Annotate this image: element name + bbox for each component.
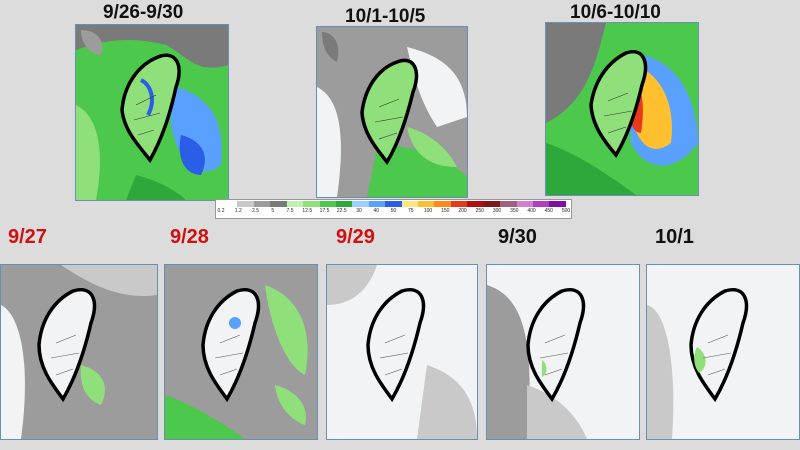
colorbar-tick-label: 100	[423, 208, 433, 214]
daily-map-panel-3	[326, 264, 478, 440]
colorbar-swatch	[303, 201, 320, 207]
colorbar-swatch	[270, 201, 287, 207]
colorbar-tick-label: 400	[527, 208, 536, 214]
colorbar-tick-label: 0.2	[217, 208, 225, 214]
daily-map-panel-4	[486, 264, 640, 440]
colorbar-swatch	[500, 201, 517, 207]
colorbar-swatch	[319, 201, 336, 207]
colorbar-tick-label: 2.5	[252, 208, 259, 214]
colorbar-tick-label: 5	[271, 208, 275, 214]
colorbar-tick-label: 17.5	[319, 208, 330, 214]
period-title-1: 9/26-9/30	[103, 2, 184, 23]
colorbar-tick-label: 75	[407, 208, 414, 214]
colorbar-tick-label: 150	[441, 208, 450, 214]
colorbar-swatch	[418, 201, 435, 207]
period-map-panel-1	[75, 24, 229, 201]
rainfall-colorbar: 0.2 1.2 2.5 5 7.5 12.5 17.5 22.5 30 40 50 75 100 150 2…	[215, 199, 572, 219]
colorbar-swatch	[352, 201, 369, 207]
period-title-3: 10/6-10/10	[570, 2, 661, 23]
colorbar-swatch	[434, 201, 451, 207]
colorbar-tick-label: 300	[492, 208, 502, 214]
colorbar-tick-label: 350	[510, 208, 519, 214]
colorbar-swatch	[450, 201, 468, 207]
daily-rainfall-map-2	[165, 265, 317, 439]
colorbar-swatch	[533, 201, 550, 207]
colorbar-swatch	[516, 201, 534, 207]
daily-rainfall-map-3	[327, 265, 477, 439]
period-map-panel-3	[545, 22, 699, 196]
colorbar-tick-label: 30	[356, 208, 362, 214]
period-map-panel-2	[316, 26, 468, 198]
colorbar-tick-label: 450	[544, 208, 553, 214]
daily-map-panel-5	[646, 264, 800, 440]
colorbar-swatch	[253, 201, 271, 207]
daily-map-panel-1	[0, 264, 158, 440]
daily-rainfall-map-4	[487, 265, 639, 439]
colorbar-swatch	[221, 201, 238, 207]
daily-rainfall-map-1	[1, 265, 157, 439]
colorbar-tick-label: 7.5	[286, 208, 294, 214]
colorbar-swatch	[483, 201, 501, 207]
colorbar-swatch	[401, 201, 419, 207]
colorbar-swatch	[286, 201, 304, 207]
colorbar-swatch	[368, 201, 386, 207]
period-title-2: 10/1-10/5	[345, 6, 426, 27]
colorbar-tick-label: 200	[458, 208, 467, 214]
colorbar-tick-label: 1.2	[234, 208, 242, 214]
daily-title-1: 9/27	[8, 226, 47, 248]
daily-title-4: 9/30	[498, 226, 537, 248]
daily-map-panel-2	[164, 264, 318, 440]
period-rainfall-map-3	[546, 23, 698, 195]
colorbar-tick-label: 250	[475, 208, 484, 214]
period-rainfall-map-1	[76, 25, 228, 200]
daily-rainfall-map-5	[647, 265, 799, 439]
colorbar-tick-label: 22.5	[336, 208, 347, 214]
colorbar-swatches	[221, 201, 566, 207]
period-rainfall-map-2	[317, 27, 467, 197]
colorbar-swatch	[335, 201, 353, 207]
colorbar-tick-label: 12.5	[302, 208, 313, 214]
colorbar-swatch	[385, 201, 402, 207]
colorbar-swatch	[237, 201, 254, 207]
daily-title-2: 9/28	[170, 226, 209, 248]
colorbar-ticks: 0.2 1.2 2.5 5 7.5 12.5 17.5 22.5 30 40 50 75 100 150 2…	[217, 208, 571, 217]
colorbar-swatch	[549, 201, 566, 207]
colorbar-swatch	[467, 201, 484, 207]
daily-title-3: 9/29	[336, 226, 375, 248]
colorbar-tick-label: 500	[561, 208, 571, 214]
colorbar-tick-label: 50	[390, 208, 397, 214]
daily-title-5: 10/1	[655, 226, 694, 248]
colorbar-tick-label: 40	[373, 208, 380, 214]
